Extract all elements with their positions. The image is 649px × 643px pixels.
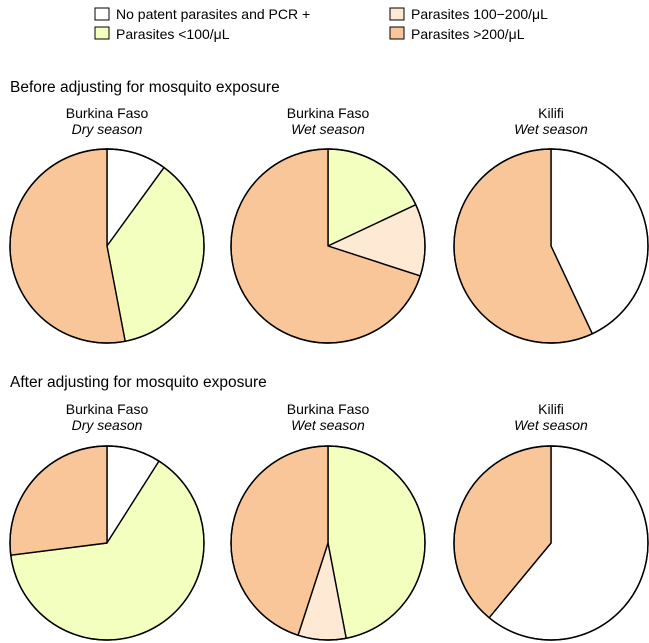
pie-after-burkina-dry — [9, 445, 205, 641]
pie-outline — [9, 148, 205, 344]
pie-title: Burkina Faso — [66, 401, 149, 417]
pie-after-burkina-wet — [230, 445, 426, 641]
legend-label: Parasites 100−200/μL — [411, 6, 548, 22]
legend-item-no-patent: No patent parasites and PCR + — [94, 6, 310, 22]
legend-swatch — [389, 7, 405, 21]
pie-subtitle: Dry season — [72, 417, 143, 433]
pie-before-burkina-wet — [230, 148, 426, 344]
pie-outline — [453, 148, 649, 344]
pie-subtitle: Wet season — [514, 121, 588, 137]
slice-under-100 — [327, 445, 426, 639]
pie-subtitle: Wet season — [291, 121, 365, 137]
pie-outline — [453, 445, 649, 641]
pie-title: Kilifi — [538, 401, 564, 417]
slice-over-200 — [9, 445, 108, 556]
pie-subtitle: Dry season — [72, 121, 143, 137]
legend-label: No patent parasites and PCR + — [116, 6, 310, 22]
pie-outline — [230, 445, 426, 641]
legend-item-over-200: Parasites >200/μL — [389, 26, 525, 42]
legend-swatch — [94, 26, 110, 40]
section-title-after: After adjusting for mosquito exposure — [10, 374, 267, 391]
pie-title: Burkina Faso — [66, 105, 149, 121]
pie-title: Burkina Faso — [287, 105, 370, 121]
section-title-before: Before adjusting for mosquito exposure — [10, 79, 280, 96]
pie-before-kilifi-wet — [453, 148, 649, 344]
pie-subtitle: Wet season — [514, 417, 588, 433]
legend-label: Parasites <100/μL — [116, 26, 230, 42]
pie-after-kilifi-wet — [453, 445, 649, 641]
legend-swatch — [389, 26, 405, 40]
legend: No patent parasites and PCR + Parasites … — [94, 6, 548, 42]
pie-subtitle: Wet season — [291, 417, 365, 433]
pie-outline — [9, 445, 205, 641]
legend-item-100-200: Parasites 100−200/μL — [389, 6, 548, 22]
pie-before-burkina-dry — [9, 148, 205, 344]
pie-title: Burkina Faso — [287, 401, 370, 417]
pie-title: Kilifi — [538, 105, 564, 121]
pie-outline — [230, 148, 426, 344]
legend-item-under-100: Parasites <100/μL — [94, 26, 230, 42]
legend-label: Parasites >200/μL — [411, 26, 525, 42]
legend-swatch — [94, 7, 110, 21]
